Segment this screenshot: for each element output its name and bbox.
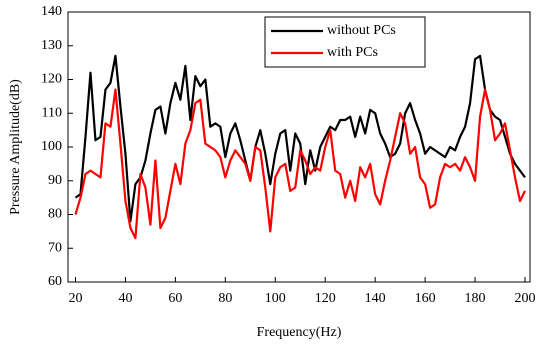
legend-label: without PCs [327,23,396,38]
plot-frame [67,11,531,283]
y-axis-label: Pressure Amplitude(dB) [8,79,23,215]
x-tick-label: 140 [365,291,386,306]
y-tick-label: 90 [48,173,62,188]
x-tick-label: 60 [168,291,182,306]
x-tick-label: 40 [118,291,132,306]
y-tick-label: 80 [48,207,62,222]
x-tick-label: 80 [218,291,232,306]
x-tick-label: 160 [415,291,436,306]
y-tick-label: 60 [48,274,62,289]
x-tick-label: 180 [465,291,486,306]
x-tick-label: 120 [315,291,336,306]
x-axis-label: Frequency(Hz) [257,325,342,340]
y-tick-label: 110 [42,105,62,120]
x-tick-label: 20 [68,291,82,306]
legend-box [264,16,426,68]
series-line [74,88,526,240]
y-tick-label: 140 [41,4,62,19]
y-tick-label: 120 [41,72,62,87]
x-tick-label: 200 [515,291,536,306]
y-tick-label: 100 [41,139,62,154]
y-tick-label: 70 [48,240,62,255]
legend-label: with PCs [327,45,378,60]
y-tick-label: 130 [41,38,62,53]
series-line [74,54,526,223]
x-tick-label: 100 [265,291,286,306]
